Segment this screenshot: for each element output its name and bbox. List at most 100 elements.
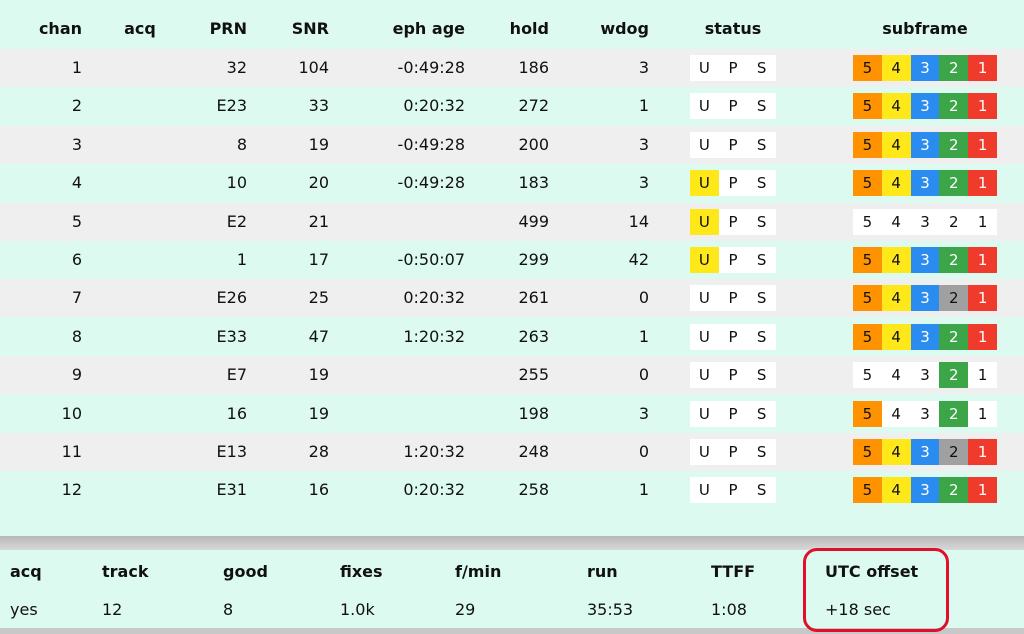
cell-acq (110, 279, 170, 317)
status-u: U (690, 247, 719, 273)
cell-wdog: 42 (628, 250, 649, 269)
cell-snr: 25 (308, 288, 329, 308)
subframe-3: 3 (910, 55, 940, 81)
summary-label: track (102, 562, 149, 581)
cell-prn: 8 (236, 134, 247, 154)
summary-value: 35:53 (587, 600, 634, 619)
subframe-3: 3 (910, 362, 940, 389)
cell-acq (110, 126, 170, 164)
table-row: 8 E33 47 1:20:32 263 1 U P S 5 4 3 2 1 (0, 318, 1024, 356)
status-s: S (756, 212, 767, 231)
cell-prn: E31 (216, 480, 247, 500)
subframe-3: 3 (910, 208, 940, 235)
cell-chan: 12 (61, 480, 82, 500)
subframe-3: 3 (910, 323, 940, 350)
subframe-2: 2 (939, 362, 969, 389)
cell-prn: E7 (226, 365, 247, 385)
summary-panel (0, 550, 1024, 628)
status-u: U (698, 59, 710, 77)
summary-label: run (587, 562, 618, 581)
subframe-2: 2 (939, 247, 969, 273)
cell-prn: 10 (226, 173, 247, 193)
column-header-hold: hold (509, 19, 549, 38)
column-header-snr: SNR (291, 19, 329, 38)
table-row: 7 E26 25 0:20:32 261 0 U P S 5 4 3 2 1 (0, 279, 1024, 318)
cell-chan: 5 (71, 211, 82, 231)
subframe-3: 3 (910, 400, 940, 427)
cell-chan: 6 (71, 250, 82, 269)
summary-value: yes (10, 600, 38, 619)
subframe-3: 3 (910, 477, 940, 504)
status-s: S (756, 404, 767, 423)
status-s: S (756, 289, 767, 308)
table-row: 4 10 20 -0:49:28 183 3 U P S 5 4 3 2 1 (0, 164, 1024, 202)
cell-hold: 261 (518, 288, 549, 308)
status-u: U (698, 289, 710, 308)
status-s: S (756, 174, 767, 193)
cell-wdog: 14 (628, 211, 649, 231)
subframe-1: 1 (968, 362, 997, 389)
subframe-5: 5 (853, 285, 882, 312)
cell-hold: 258 (518, 480, 549, 500)
subframe-2: 2 (939, 170, 969, 197)
subframe-2: 2 (939, 55, 969, 81)
cell-acq (110, 164, 170, 202)
table-row: 12 E31 16 0:20:32 258 1 U P S 5 4 3 2 1 (0, 471, 1024, 509)
summary-label: good (223, 562, 268, 581)
table-row: 9 E7 19 255 0 U P S 5 4 3 2 1 (0, 356, 1024, 395)
subframe-4: 4 (881, 362, 911, 389)
status-p: P (728, 212, 738, 231)
cell-prn: E33 (216, 326, 247, 346)
column-header-acq: acq (124, 19, 156, 38)
cell-hold: 198 (518, 403, 549, 423)
status-u: U (698, 97, 710, 116)
cell-acq (110, 203, 170, 241)
status-u: U (690, 170, 719, 197)
summary-value: 8 (223, 600, 234, 619)
cell-eph (360, 356, 465, 394)
summary-label: TTFF (711, 562, 756, 581)
cell-eph: 0:20:32 (403, 288, 465, 308)
cell-acq (110, 356, 170, 394)
cell-snr: 33 (308, 96, 329, 116)
cell-wdog: 1 (638, 96, 649, 116)
status-u: U (698, 327, 710, 346)
cell-prn: E13 (216, 442, 247, 461)
cell-wdog: 1 (638, 326, 649, 346)
cell-chan: 3 (71, 134, 82, 154)
status-u: U (698, 404, 710, 423)
cell-chan: 1 (71, 58, 82, 77)
cell-eph: -0:50:07 (397, 250, 465, 269)
status-s: S (756, 251, 767, 269)
subframe-1: 1 (968, 131, 997, 158)
table-row: 6 1 17 -0:50:07 299 42 U P S 5 4 3 2 1 (0, 241, 1024, 279)
cell-eph (360, 395, 465, 433)
subframe-4: 4 (881, 323, 911, 350)
cell-chan: 10 (61, 403, 82, 423)
subframe-2: 2 (939, 93, 969, 120)
cell-eph: 1:20:32 (403, 442, 465, 461)
subframe-4: 4 (881, 285, 911, 312)
cell-acq (110, 433, 170, 471)
status-p: P (728, 289, 738, 308)
subframe-1: 1 (968, 477, 997, 504)
status-u: U (690, 208, 719, 235)
subframe-4: 4 (881, 55, 911, 81)
cell-chan: 4 (71, 173, 82, 193)
cell-acq (110, 471, 170, 509)
column-header-prn: PRN (209, 19, 247, 38)
status-p: P (728, 174, 738, 193)
summary-label: UTC offset (825, 562, 919, 581)
cell-eph (360, 203, 465, 241)
subframe-3: 3 (910, 170, 940, 197)
subframe-1: 1 (968, 247, 997, 273)
table-header: chan acq PRN SNR eph age hold wdog status subfra… (0, 10, 1024, 48)
